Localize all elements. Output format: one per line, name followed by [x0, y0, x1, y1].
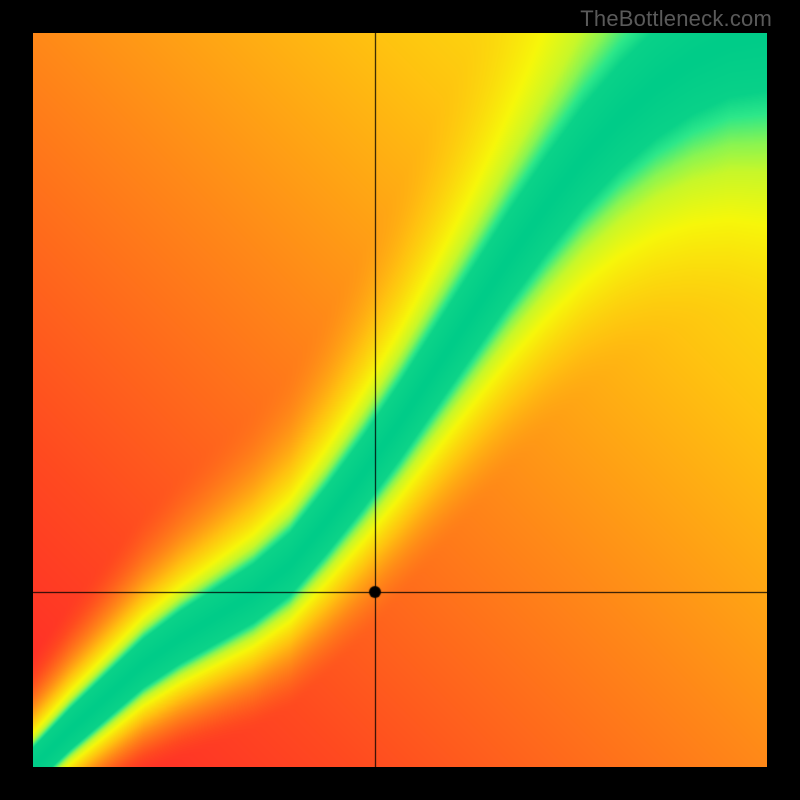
heatmap-plot	[33, 33, 767, 767]
watermark-text: TheBottleneck.com	[580, 6, 772, 32]
chart-container: TheBottleneck.com	[0, 0, 800, 800]
heatmap-canvas	[33, 33, 767, 767]
